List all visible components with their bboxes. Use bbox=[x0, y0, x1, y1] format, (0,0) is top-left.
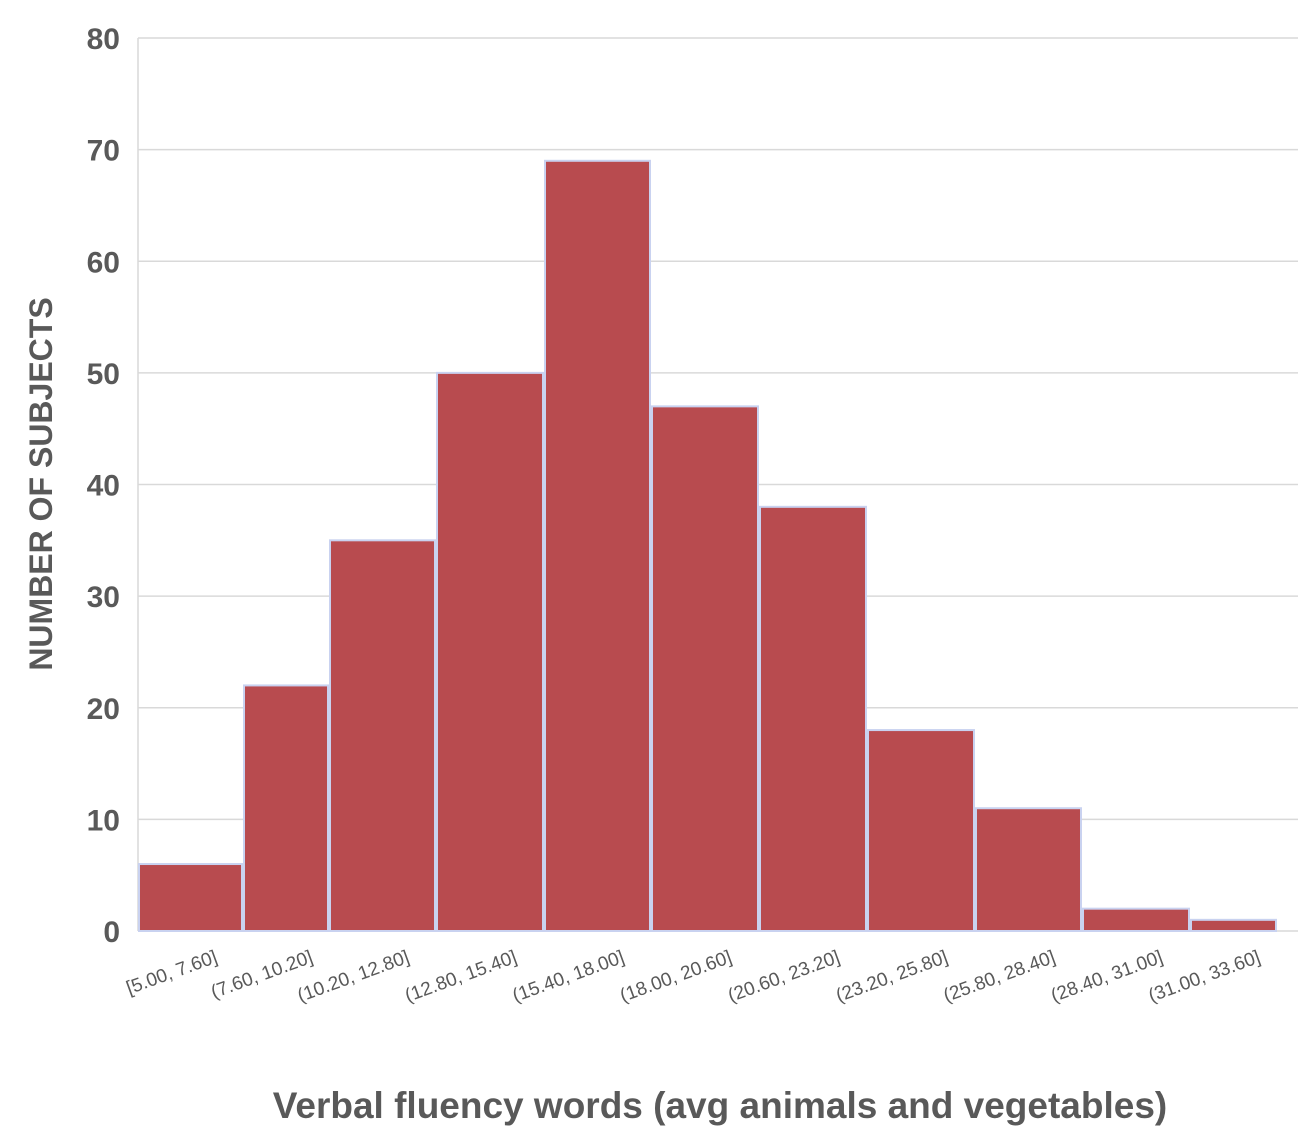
y-tick-label: 10 bbox=[87, 804, 120, 837]
x-tick-label: (31.00, 33.60] bbox=[1146, 947, 1263, 1007]
bar-7 bbox=[759, 505, 867, 932]
x-tick-label: (15.40, 18.00] bbox=[510, 947, 627, 1007]
x-tick-labels: [5.00, 7.60](7.60, 10.20](10.20, 12.80](… bbox=[124, 947, 1264, 1007]
bar-9 bbox=[975, 807, 1082, 933]
x-tick-label: [5.00, 7.60] bbox=[124, 947, 221, 999]
bars bbox=[138, 159, 1277, 933]
y-tick-label: 70 bbox=[87, 135, 120, 168]
x-tick-label: (23.20, 25.80] bbox=[833, 947, 950, 1007]
x-axis-title: Verbal fluency words (avg animals and ve… bbox=[273, 1085, 1168, 1126]
bar-11 bbox=[1190, 918, 1277, 933]
y-tick-label: 50 bbox=[87, 358, 120, 391]
bar-1 bbox=[138, 863, 243, 933]
y-tick-label: 60 bbox=[87, 246, 120, 279]
bar-8 bbox=[867, 729, 975, 933]
y-tick-label: 30 bbox=[87, 581, 120, 614]
y-axis-title: NUMBER OF SUBJECTS bbox=[23, 297, 59, 670]
bar-2 bbox=[243, 684, 329, 932]
bar-3 bbox=[329, 539, 436, 932]
x-tick-label: (20.60, 23.20] bbox=[725, 947, 842, 1007]
y-tick-label: 0 bbox=[103, 916, 120, 949]
x-tick-label: (18.00, 20.60] bbox=[617, 947, 734, 1007]
bar-5 bbox=[544, 159, 651, 933]
x-tick-label: (12.80, 15.40] bbox=[402, 947, 519, 1007]
y-tick-label: 40 bbox=[87, 470, 120, 503]
x-tick-label: (25.80, 28.40] bbox=[941, 947, 1058, 1007]
y-tick-labels: 0 10 20 30 40 50 60 70 80 bbox=[87, 23, 120, 949]
bar-10 bbox=[1082, 907, 1190, 932]
bar-6 bbox=[651, 405, 759, 932]
x-tick-label: (10.20, 12.80] bbox=[295, 947, 412, 1007]
y-tick-label: 80 bbox=[87, 23, 120, 56]
y-tick-label: 20 bbox=[87, 693, 120, 726]
bar-4 bbox=[436, 371, 544, 932]
x-tick-label: (28.40, 31.00] bbox=[1048, 947, 1165, 1007]
